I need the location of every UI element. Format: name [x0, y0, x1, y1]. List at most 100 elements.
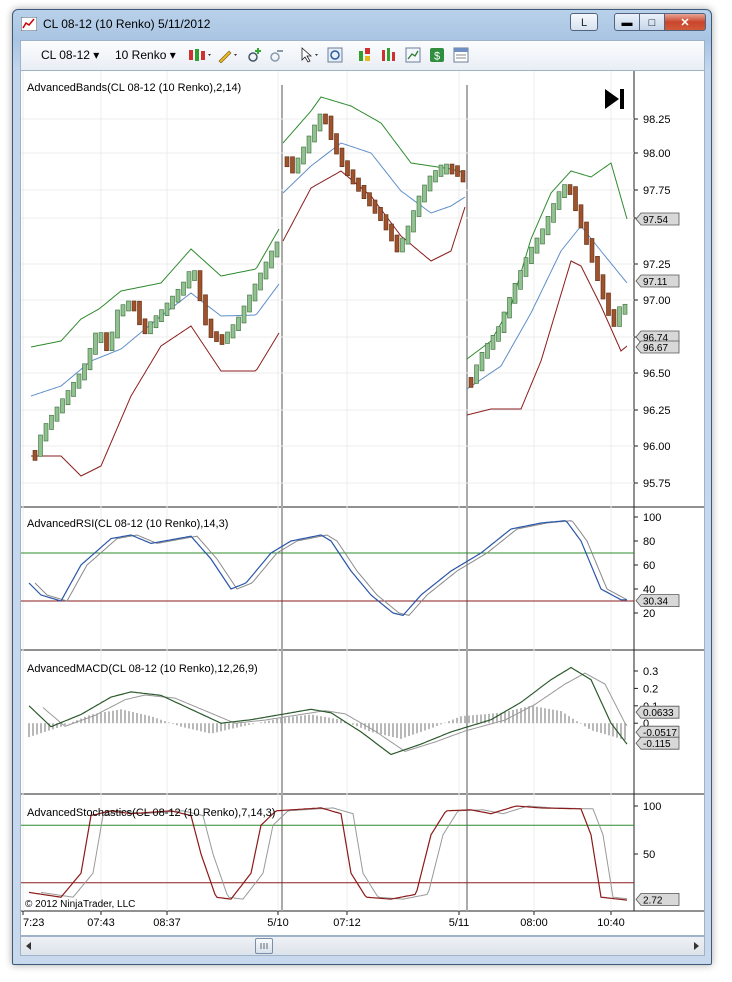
renko-brick: [394, 234, 400, 253]
price-tick-label: 98.25: [643, 114, 671, 126]
price-marker: 2.72: [635, 892, 680, 906]
renko-brick: [556, 191, 562, 210]
scroll-thumb[interactable]: [255, 938, 273, 954]
cursor-icon[interactable]: [299, 47, 323, 63]
renko-brick: [540, 228, 545, 245]
renko-brick: [507, 297, 512, 319]
draw-pencil-icon[interactable]: [217, 47, 241, 63]
instrument-selector[interactable]: CL 08-12 ▾: [41, 48, 99, 62]
renko-brick: [573, 186, 578, 212]
scroll-left-icon[interactable]: [23, 940, 35, 952]
renko-brick: [142, 318, 148, 335]
renko-brick: [455, 165, 460, 177]
scroll-right-icon[interactable]: [690, 940, 702, 952]
renko-brick: [312, 124, 317, 143]
renko-brick: [460, 170, 466, 183]
data-box-icon[interactable]: [453, 47, 469, 63]
price-tick-label: 97.25: [643, 259, 671, 271]
chart-area[interactable]: 98.2598.0097.7597.5097.2597.0096.7596.50…: [20, 70, 705, 936]
price-marker-label: -0.0517: [643, 728, 677, 739]
rsi-indicator-label: AdvancedRSI(CL 08-12 (10 Renko),14,3): [27, 518, 228, 530]
zoom-out-icon[interactable]: [269, 47, 285, 63]
chart-toolbar: CL 08-12 ▾ 10 Renko ▾ $: [20, 40, 705, 70]
price-marker-box: [635, 212, 680, 226]
renko-brick: [252, 283, 258, 302]
price-tick-label: 97.00: [643, 295, 671, 307]
renko-brick: [236, 316, 241, 331]
renko-brick: [367, 192, 372, 207]
app-chart-icon: [21, 17, 37, 31]
stoch-indicator-label: AdvancedStochastics(CL 08-12 (10 Renko),…: [27, 807, 275, 819]
period-selector[interactable]: 10 Renko ▾: [115, 48, 176, 62]
upper-band-line: [466, 162, 628, 360]
renko-brick: [416, 195, 422, 217]
renko-brick: [356, 177, 361, 192]
price-marker-label: 2.72: [643, 895, 663, 906]
strategies-icon[interactable]: [357, 47, 373, 63]
time-tick-label: 07:12: [333, 917, 361, 929]
renko-brick: [389, 223, 394, 242]
renko-brick: [444, 163, 449, 175]
renko-brick: [284, 156, 290, 168]
renko-brick: [622, 303, 628, 315]
renko-brick: [405, 225, 411, 245]
time-tick-label: 7:23: [23, 917, 44, 929]
renko-brick: [334, 133, 339, 155]
renko-brick: [225, 331, 230, 344]
price-marker-label: 96.74: [643, 333, 668, 344]
minimize-button[interactable]: ▬: [614, 13, 640, 31]
bar-type-icon[interactable]: [187, 47, 213, 63]
link-button[interactable]: L: [570, 13, 598, 31]
renko-brick: [192, 270, 197, 281]
price-tick-label: 97.75: [643, 185, 671, 197]
rsi-tick-label: 20: [643, 608, 655, 620]
title-bar[interactable]: CL 08-12 (10 Renko) 5/11/2012 L ▬ □ ✕: [13, 10, 711, 38]
renko-brick: [214, 331, 219, 342]
indicators-icon[interactable]: [381, 47, 397, 63]
stoch-k-line: [28, 805, 628, 901]
renko-brick: [247, 294, 252, 313]
dollar-icon[interactable]: $: [429, 47, 445, 63]
jump-to-end-icon[interactable]: [605, 89, 624, 109]
rsi-line: [28, 520, 627, 617]
renko-brick: [54, 406, 60, 422]
renko-brick: [595, 256, 600, 281]
maximize-button[interactable]: □: [639, 13, 665, 31]
chart-canvas[interactable]: 98.2598.0097.7597.5097.2597.0096.7596.50…: [21, 71, 704, 935]
chart-properties-icon[interactable]: [405, 47, 421, 63]
price-marker-label: 96.67: [643, 343, 668, 354]
rsi-tick-label: 60: [643, 560, 655, 572]
renko-brick: [32, 450, 38, 461]
window-title: CL 08-12 (10 Renko) 5/11/2012: [43, 17, 211, 31]
renko-brick: [98, 332, 104, 343]
renko-brick: [43, 423, 49, 442]
renko-brick: [60, 398, 65, 414]
horizontal-scrollbar[interactable]: [20, 936, 705, 956]
close-button[interactable]: ✕: [664, 13, 706, 31]
renko-brick: [153, 315, 159, 329]
renko-brick: [306, 135, 312, 154]
renko-brick: [203, 294, 208, 326]
instrument-label: CL 08-12: [41, 48, 90, 62]
renko-brick: [534, 237, 540, 254]
magnify-icon[interactable]: [327, 47, 343, 63]
renko-brick: [433, 170, 438, 183]
renko-brick: [350, 169, 356, 185]
bands-indicator-label: AdvancedBands(CL 08-12 (10 Renko),2,14): [27, 82, 241, 94]
price-marker-box: [635, 705, 680, 719]
renko-brick: [317, 113, 323, 132]
price-marker: 0.0633: [635, 705, 680, 719]
renko-brick: [258, 272, 263, 291]
chevron-down-icon: ▾: [169, 48, 176, 62]
price-marker-box: [635, 594, 680, 607]
renko-brick: [485, 343, 490, 359]
renko-brick: [120, 304, 126, 317]
renko-brick: [501, 311, 507, 333]
renko-brick: [422, 184, 427, 203]
renko-brick: [71, 381, 76, 397]
price-marker: 97.11: [635, 274, 680, 288]
renko-brick: [87, 348, 93, 371]
price-marker: -0.0517: [635, 725, 680, 739]
scroll-thumb-icon: [260, 943, 268, 949]
zoom-in-icon[interactable]: [247, 47, 263, 63]
